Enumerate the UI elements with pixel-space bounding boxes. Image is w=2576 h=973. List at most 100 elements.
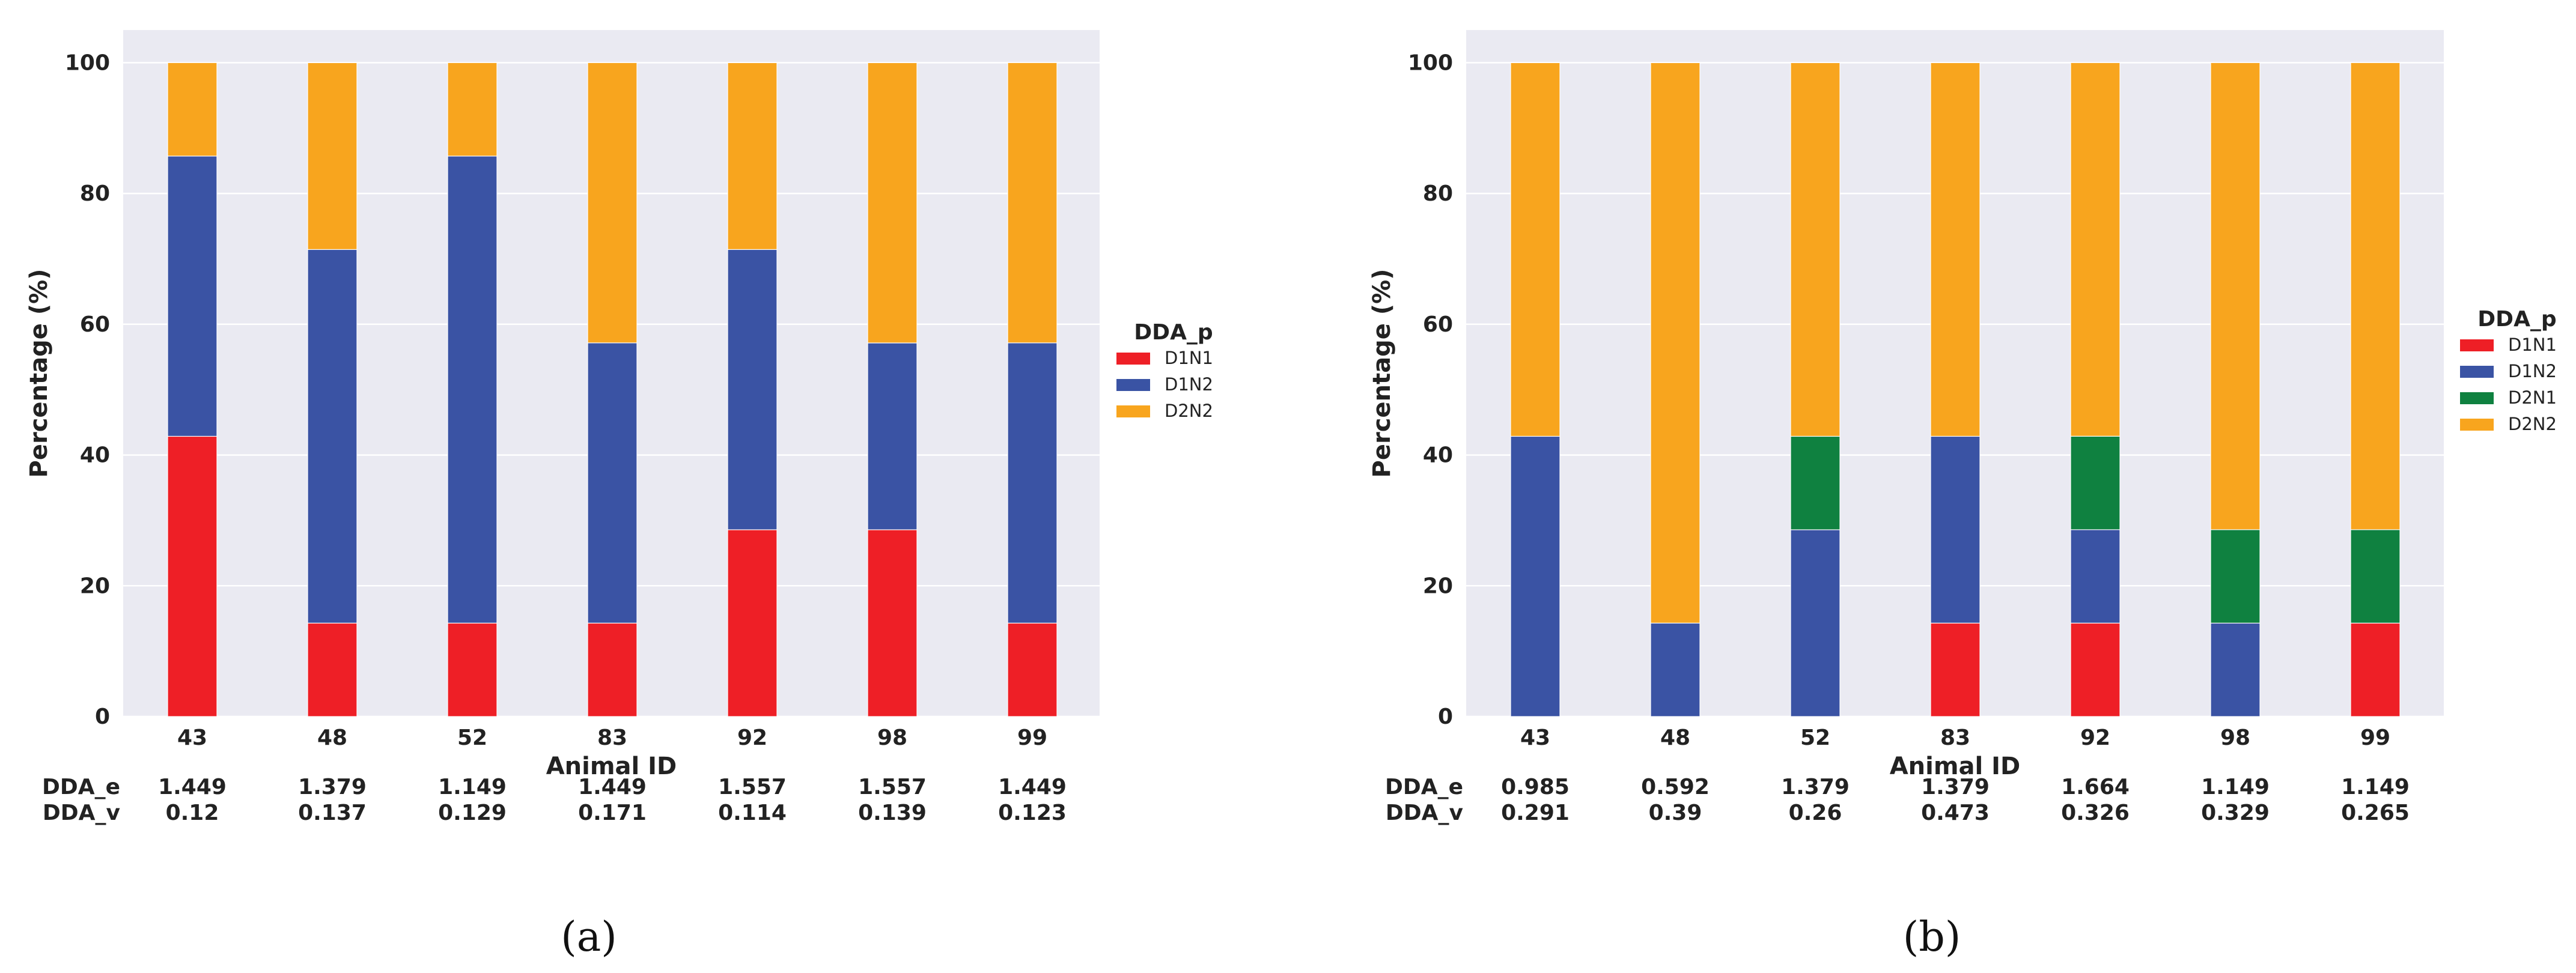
row-value-DDA_v: 0.139 [858,801,927,825]
x-tick-label: 48 [317,726,347,750]
legend-swatch-D2N2 [2460,419,2494,431]
x-tick-label: 92 [2080,726,2110,750]
bar-D1N2-48 [1650,622,1701,717]
bar-D2N2-99 [2350,62,2401,530]
y-tick-label: 0 [1438,705,1453,729]
row-value-DDA_e: 0.985 [1501,775,1570,799]
y-tick-label: 40 [80,443,110,468]
row-label-DDA_e: DDA_e [1385,775,1463,799]
y-tick-label: 100 [1408,50,1453,75]
row-value-DDA_v: 0.326 [2061,801,2130,825]
row-value-DDA_v: 0.129 [438,801,507,825]
row-value-DDA_v: 0.473 [1921,801,1990,825]
row-value-DDA_v: 0.265 [2341,801,2410,825]
legend-swatch-D1N2 [1116,379,1150,391]
legend-swatch-D1N2 [2460,366,2494,378]
bar-D2N2-83 [1930,62,1981,437]
row-value-DDA_e: 1.379 [1781,775,1850,799]
row-value-DDA_v: 0.171 [578,801,647,825]
y-tick-label: 80 [80,181,110,206]
bar-D2N2-52 [1790,62,1841,437]
row-value-DDA_v: 0.26 [1789,801,1842,825]
legend-swatch-D1N1 [1116,353,1150,365]
legend-title: DDA_p [1134,320,1213,345]
row-value-DDA_e: 1.664 [2061,775,2130,799]
row-value-DDA_e: 1.449 [998,775,1067,799]
x-tick-label: 99 [2360,726,2390,750]
row-value-DDA_v: 0.39 [1649,801,1702,825]
row-value-DDA_e: 1.149 [2341,775,2410,799]
row-value-DDA_v: 0.137 [298,801,367,825]
y-tick-label: 80 [1423,181,1453,206]
row-label-DDA_v: DDA_v [43,801,120,825]
bar-D1N1-83 [1930,622,1981,717]
legend-label-D1N2: D1N2 [2508,361,2557,381]
bar-D2N2-43 [1510,62,1561,437]
row-value-DDA_e: 1.449 [578,775,647,799]
legend-label-D1N2: D1N2 [1165,374,1213,395]
y-tick-label: 20 [1423,574,1453,598]
chart-panel-a: 020406080100431.4490.12481.3790.137521.1… [25,30,1213,961]
bar-D2N2-83 [587,62,638,344]
bar-D1N1-52 [447,622,498,717]
bar-D1N2-43 [1510,435,1561,717]
y-tick-label: 60 [80,312,110,337]
row-value-DDA_e: 1.379 [1921,775,1990,799]
x-tick-label: 43 [1520,726,1550,750]
row-label-DDA_e: DDA_e [42,775,120,799]
row-value-DDA_e: 1.149 [438,775,507,799]
legend-swatch-D2N1 [2460,392,2494,404]
x-tick-label: 52 [1800,726,1830,750]
bar-D1N2-98 [867,342,918,530]
row-value-DDA_v: 0.123 [998,801,1067,825]
bar-D1N1-83 [587,622,638,717]
bar-D1N1-99 [2350,622,2401,717]
bar-D2N2-48 [1650,62,1701,624]
bar-D1N1-48 [307,622,358,717]
bar-D1N2-52 [1790,529,1841,717]
bar-D2N2-92 [727,62,778,250]
legend-label-D2N2: D2N2 [1165,401,1213,421]
bar-D2N2-98 [867,62,918,344]
x-tick-label: 98 [877,726,907,750]
y-tick-label: 100 [65,50,110,75]
bar-D2N2-48 [307,62,358,250]
bar-D1N2-98 [2210,622,2261,717]
bar-D2N2-52 [447,62,498,157]
bar-D1N2-92 [727,249,778,530]
row-value-DDA_e: 1.557 [858,775,927,799]
bar-D2N2-43 [167,62,218,157]
bar-D2N1-92 [2070,435,2121,530]
x-tick-label: 48 [1660,726,1690,750]
y-axis-label: Percentage (%) [1368,269,1396,478]
legend: DDA_p D1N1 D1N2 D2N2 [1116,320,1213,421]
x-tick-label: 52 [457,726,487,750]
y-tick-label: 60 [1423,312,1453,337]
y-tick-label: 0 [95,705,110,729]
y-tick-label: 40 [1423,443,1453,468]
x-tick-label: 83 [597,726,627,750]
bar-D2N2-98 [2210,62,2261,530]
row-value-DDA_v: 0.329 [2201,801,2270,825]
bar-D1N2-92 [2070,529,2121,624]
x-tick-label: 98 [2220,726,2250,750]
legend: DDA_p D1N1 D1N2 D2N1 D2N2 [2460,307,2557,434]
legend-label-D1N1: D1N1 [2508,335,2557,355]
figure-caption: (a) [561,914,617,961]
bar-D1N1-43 [167,435,218,717]
row-value-DDA_e: 1.379 [298,775,367,799]
legend-label-D1N1: D1N1 [1165,348,1213,368]
bar-D1N1-92 [727,529,778,717]
row-label-DDA_v: DDA_v [1386,801,1463,825]
bar-D2N2-92 [2070,62,2121,437]
x-axis-label: Animal ID [546,753,677,780]
figure-caption: (b) [1903,914,1961,961]
legend-label-D2N1: D2N1 [2508,387,2557,408]
row-value-DDA_e: 0.592 [1641,775,1710,799]
bar-D1N1-92 [2070,622,2121,717]
bar-D1N2-99 [1007,342,1058,624]
legend-swatch-D2N2 [1116,405,1150,417]
row-value-DDA_e: 1.149 [2201,775,2270,799]
